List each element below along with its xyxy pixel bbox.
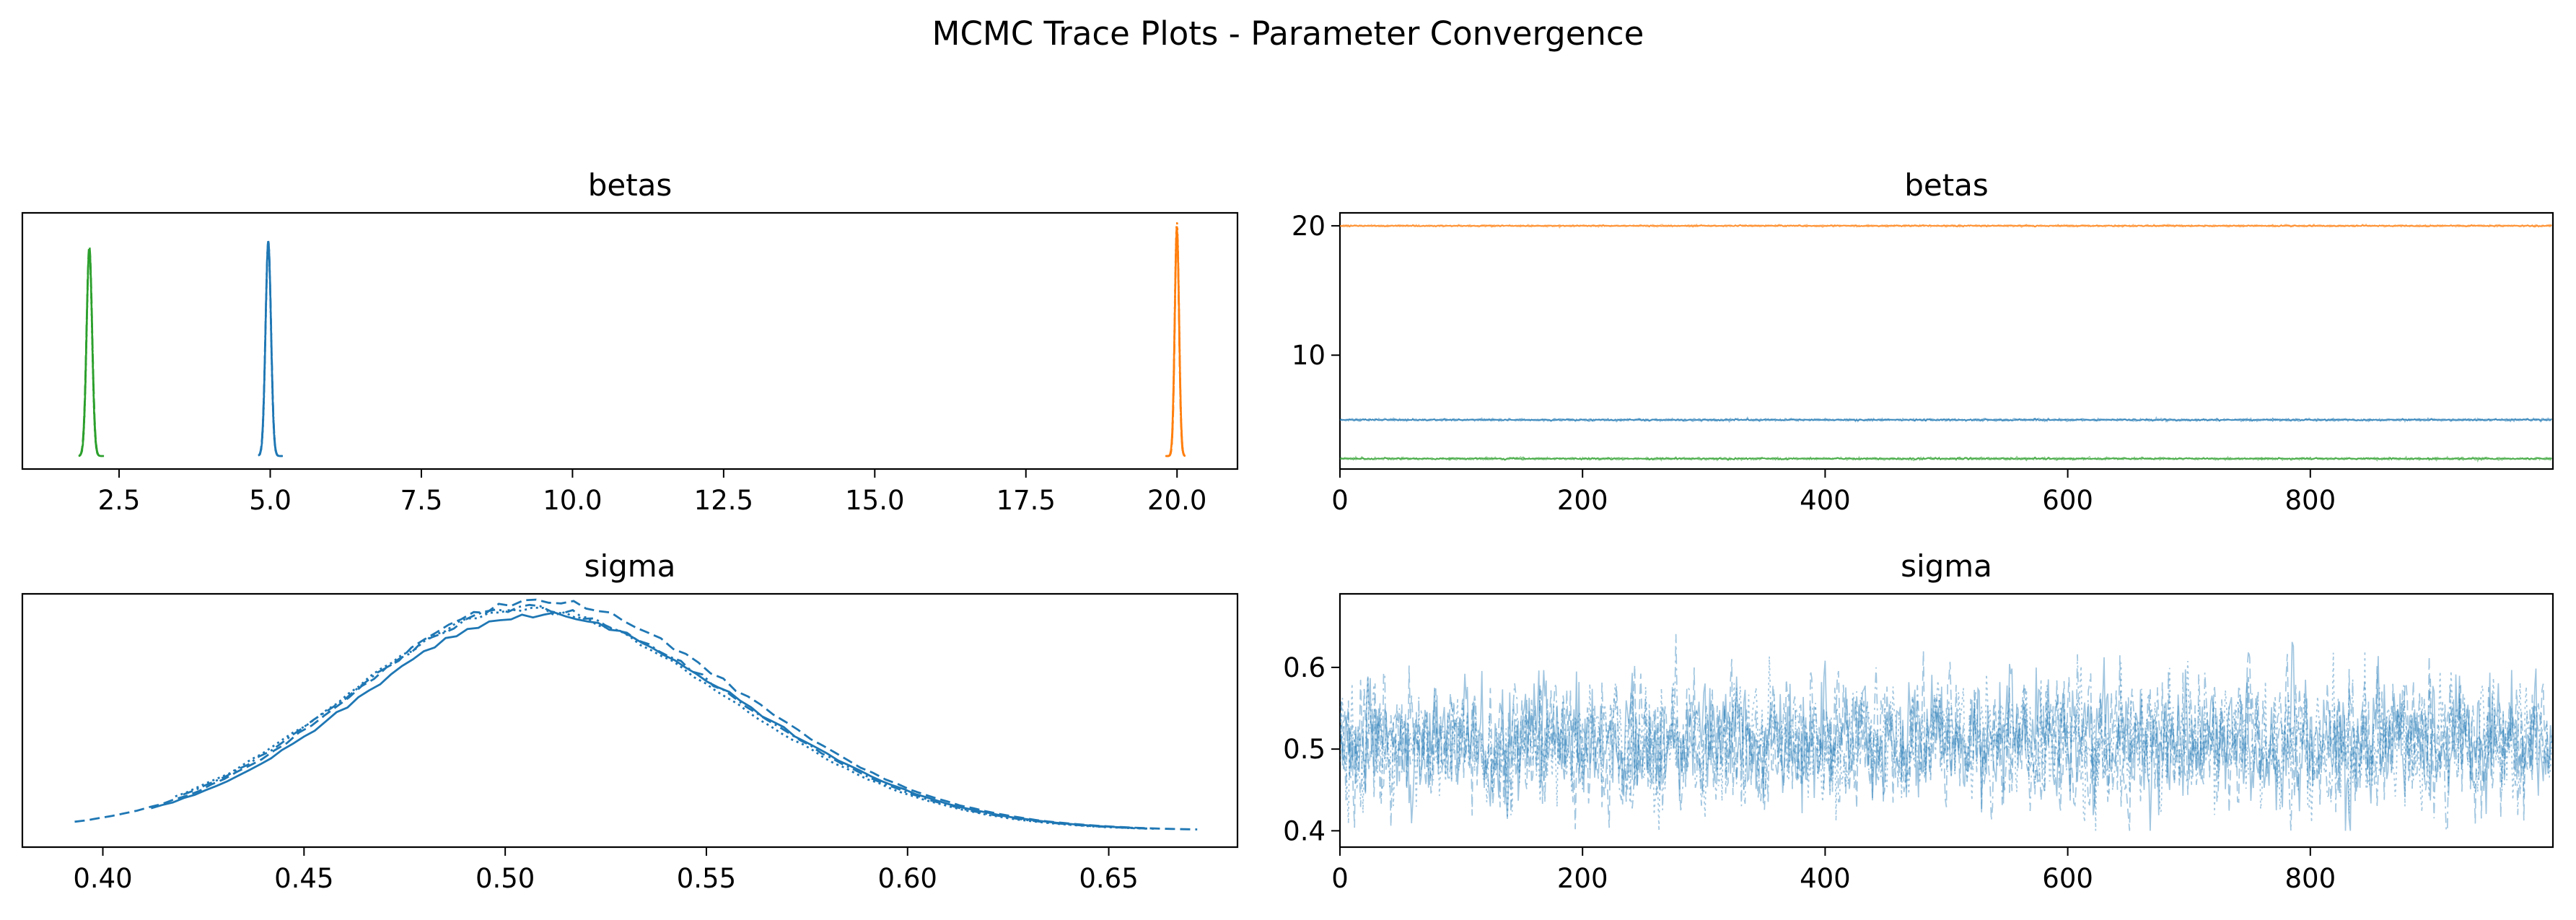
- trace-line-beta1-chain-2: [1340, 223, 2552, 228]
- sigma-density-chain-1: [74, 598, 1198, 831]
- betas-density-frame: [21, 211, 1239, 470]
- sigma-density-x-tick-label: 0.45: [274, 863, 333, 894]
- betas-density-x-tick-label: 15.0: [845, 485, 904, 516]
- sigma-trace-x-tick-label: 400: [1800, 863, 1851, 894]
- betas-trace-title: betas: [1904, 167, 1989, 203]
- sigma-density-title: sigma: [584, 548, 676, 584]
- sigma-density-x-tick-label: 0.65: [1079, 863, 1138, 894]
- sigma-density-x-tick-label: 0.40: [73, 863, 132, 894]
- sigma-trace-x-tick-label: 800: [2284, 863, 2336, 894]
- sigma-density-x-tick-label: 0.55: [677, 863, 736, 894]
- betas-density-x-tick-label: 7.5: [400, 485, 443, 516]
- density-line-beta1-chain-3: [1167, 229, 1186, 457]
- sigma-density-panel: sigma 0.40 0.45 0.50 0.55 0.60 0.65: [21, 548, 1239, 894]
- trace-line-beta1-chain-1: [1340, 223, 2552, 229]
- sigma-trace-chain-1: [1340, 650, 2553, 831]
- sigma-trace-y-tick-label: 0.5: [1283, 734, 1326, 765]
- trace-line-beta0-chain-1: [1340, 416, 2552, 423]
- sigma-trace-x-tick-label: 0: [1331, 863, 1349, 894]
- sigma-trace-x-tick-label: 200: [1557, 863, 1608, 894]
- sigma-density-frame: [21, 592, 1239, 849]
- trace-line-beta0-chain-0: [1340, 417, 2552, 424]
- density-line-beta0-chain-3: [258, 240, 284, 457]
- betas-density-x-tick-label: 10.0: [543, 485, 602, 516]
- betas-density-x-tick-label: 17.5: [996, 485, 1056, 516]
- betas-trace-x-tick-label: 0: [1331, 485, 1349, 516]
- sigma-trace-panel: sigma 0 200 400 600 800 0.4 0.5 0.6: [1283, 548, 2554, 894]
- sigma-density-chain-2: [175, 606, 1149, 830]
- sigma-trace-frame: [1339, 592, 2554, 849]
- betas-density-x-tick-label: 2.5: [98, 485, 141, 516]
- sigma-trace-x-tick-label: 600: [2042, 863, 2093, 894]
- sigma-density-plot-area: [74, 598, 1198, 831]
- sigma-density-x-tick-label: 0.60: [878, 863, 937, 894]
- sigma-trace-plot-area: [1340, 634, 2553, 831]
- figure-title: MCMC Trace Plots - Parameter Convergence: [932, 14, 1644, 53]
- betas-density-panel: betas 2.5 5.0 7.5 10.0 12.5 15.0 17.5 20.0: [21, 167, 1239, 516]
- trace-line-beta2-chain-0: [1340, 455, 2552, 463]
- trace-line-beta2-chain-2: [1340, 455, 2552, 462]
- density-line-beta2-chain-3: [79, 246, 103, 457]
- trace-line-beta2-chain-3: [1340, 455, 2552, 462]
- betas-trace-frame: [1339, 211, 2554, 470]
- trace-line-beta1-chain-0: [1340, 224, 2552, 229]
- betas-density-x-tick-label: 20.0: [1147, 485, 1206, 516]
- betas-trace-x-tick-label: 800: [2284, 485, 2336, 516]
- betas-density-title: betas: [588, 167, 673, 203]
- trace-line-beta0-chain-3: [1340, 416, 2552, 423]
- sigma-density-chain-3: [183, 603, 1157, 830]
- trace-line-beta1-chain-3: [1340, 223, 2552, 229]
- sigma-trace-chain-0: [1340, 641, 2553, 831]
- betas-trace-x-tick-label: 600: [2042, 485, 2093, 516]
- betas-density-x-tick-label: 5.0: [249, 485, 292, 516]
- betas-trace-plot-area: [1340, 223, 2552, 463]
- sigma-trace-chain-3: [1340, 634, 2553, 831]
- betas-density-x-tick-label: 12.5: [694, 485, 753, 516]
- betas-density-plot-area: [78, 222, 1186, 457]
- trace-line-beta2-chain-1: [1340, 455, 2552, 462]
- sigma-trace-y-tick-label: 0.6: [1283, 652, 1326, 683]
- betas-trace-y-tick-label: 10: [1292, 340, 1326, 371]
- sigma-trace-title: sigma: [1901, 548, 1992, 584]
- sigma-trace-y-tick-label: 0.4: [1283, 815, 1326, 846]
- betas-trace-x-tick-label: 400: [1800, 485, 1851, 516]
- betas-trace-y-tick-label: 20: [1292, 211, 1326, 242]
- sigma-density-x-tick-label: 0.50: [476, 863, 535, 894]
- sigma-trace-chain-2: [1340, 650, 2553, 831]
- trace-line-beta0-chain-2: [1340, 416, 2552, 423]
- betas-trace-x-tick-label: 200: [1557, 485, 1608, 516]
- betas-trace-panel: betas 0 200 400 600 800 10 20: [1292, 167, 2554, 516]
